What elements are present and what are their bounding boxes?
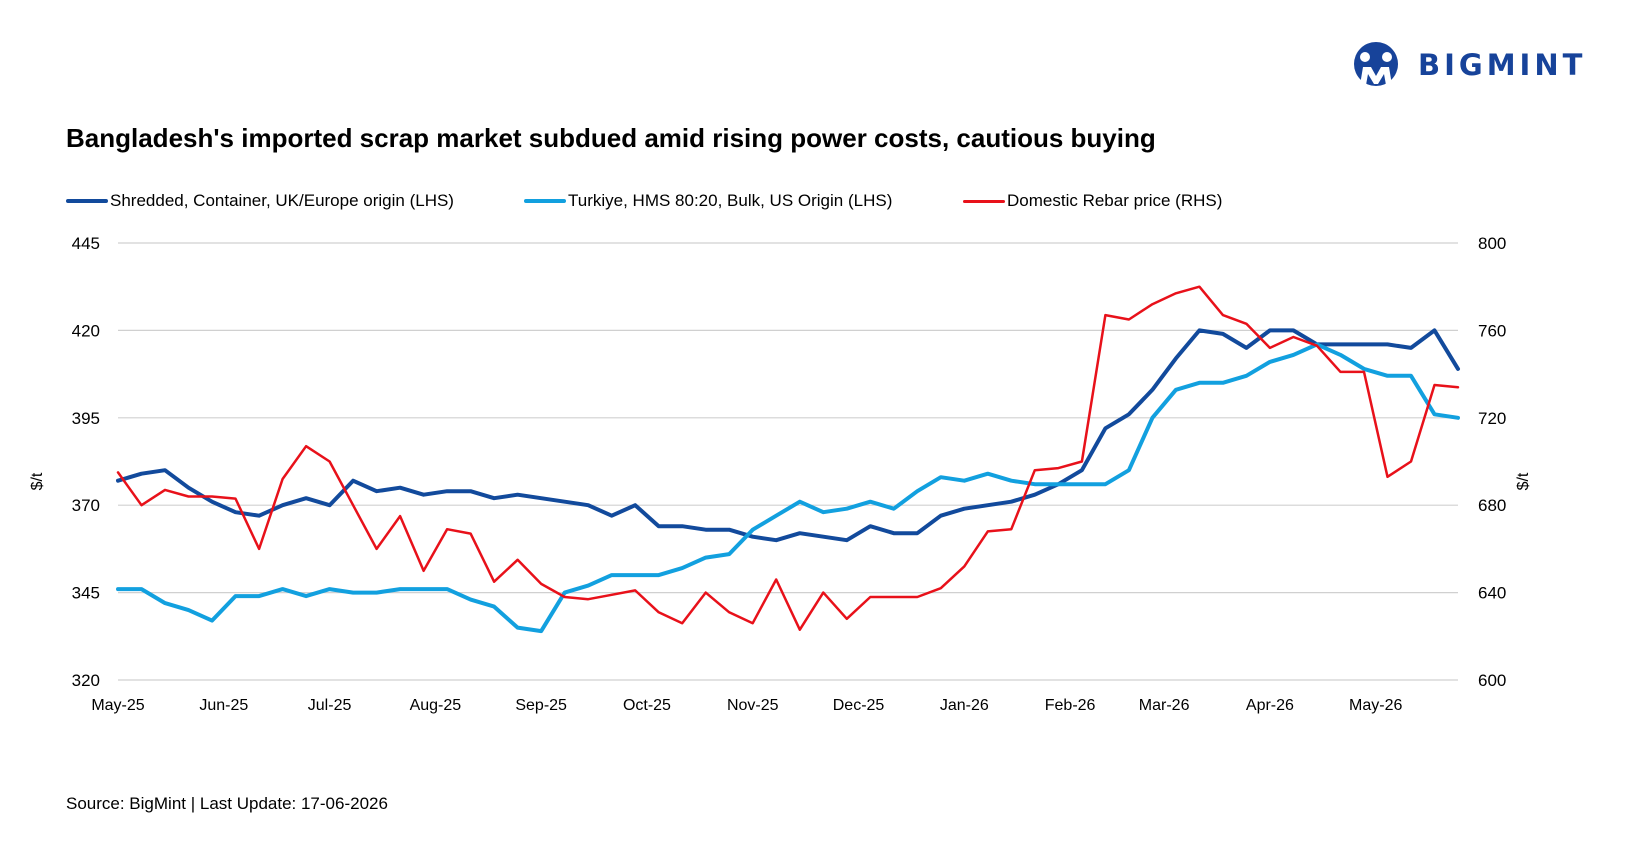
chart-legend: Shredded, Container, UK/Europe origin (L…: [0, 191, 1650, 215]
legend-item-turkiye: Turkiye, HMS 80:20, Bulk, US Origin (LHS…: [524, 191, 892, 211]
x-tick-label: May-25: [91, 697, 144, 714]
legend-label-turkiye: Turkiye, HMS 80:20, Bulk, US Origin (LHS…: [568, 191, 893, 210]
brand-name: BIGMINT: [1418, 48, 1587, 82]
x-tick-label: Feb-26: [1045, 697, 1096, 714]
legend-swatch-turkiye: [524, 199, 566, 203]
brand-logo: BIGMINT: [1352, 40, 1622, 90]
source-note: Source: BigMint | Last Update: 17-06-202…: [66, 794, 388, 813]
legend-swatch-rebar: [963, 199, 1005, 203]
x-tick-label: Nov-25: [727, 697, 779, 714]
legend-label-rebar: Domestic Rebar price (RHS): [1007, 191, 1223, 210]
series-line-shredded: [116, 328, 1460, 543]
y-tick-label-right: 600: [1478, 671, 1506, 690]
y-tick-label-right: 760: [1478, 321, 1506, 340]
y-tick-label-left: 345: [72, 584, 100, 603]
y-tick-label-right: 640: [1478, 584, 1506, 603]
bigmint-logo-icon: [1354, 42, 1398, 86]
x-tick-label: Apr-26: [1246, 697, 1294, 714]
x-tick-label: Jul-25: [308, 697, 352, 714]
series-line-rebar: [116, 285, 1460, 631]
x-tick-label: Jun-25: [199, 697, 248, 714]
x-tick-label: Sep-25: [515, 697, 567, 714]
y-tick-label-left: 370: [72, 496, 100, 515]
x-tick-label: Jan-26: [940, 697, 989, 714]
legend-item-shredded: Shredded, Container, UK/Europe origin (L…: [66, 191, 454, 211]
x-tick-label: Aug-25: [410, 697, 462, 714]
y-axis-title-right: $/t: [1515, 472, 1532, 490]
y-tick-label-right: 800: [1478, 234, 1506, 253]
x-tick-label: Oct-25: [623, 697, 671, 714]
legend-swatch-shredded: [66, 199, 108, 203]
chart-title: Bangladesh's imported scrap market subdu…: [66, 123, 1156, 153]
y-tick-label-right: 720: [1478, 409, 1506, 428]
series-line-turkiye: [116, 342, 1460, 634]
y-tick-label-left: 320: [72, 671, 100, 690]
legend-label-shredded: Shredded, Container, UK/Europe origin (L…: [110, 191, 454, 210]
x-tick-label: May-26: [1349, 697, 1402, 714]
y-tick-label-left: 445: [72, 234, 100, 253]
line-chart: 320 345 370 395 420 445 600 640 680 720 760 800 May-…: [29, 234, 1532, 714]
x-tick-label: Mar-26: [1139, 697, 1190, 714]
y-tick-label-right: 680: [1478, 496, 1506, 515]
x-tick-label: Dec-25: [833, 697, 885, 714]
legend-item-rebar: Domestic Rebar price (RHS): [963, 191, 1222, 211]
y-tick-label-left: 395: [72, 409, 100, 428]
y-axis-title-left: $/t: [29, 472, 46, 490]
y-tick-label-left: 420: [72, 321, 100, 340]
